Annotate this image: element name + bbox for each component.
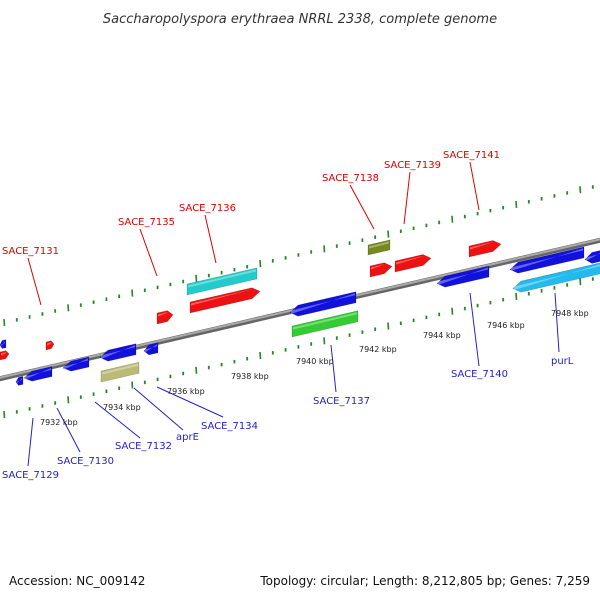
gene-feature[interactable] — [367, 239, 391, 256]
inner-track-tick — [323, 337, 326, 345]
label-leader-line — [204, 214, 217, 264]
label-leader-line — [27, 257, 42, 306]
gene-feature[interactable] — [45, 340, 55, 351]
gene-label-sace-7136: SACE_7136 — [179, 203, 236, 214]
label-leader-line — [349, 184, 375, 230]
outer-track-tick — [195, 274, 198, 282]
label-leader-line — [56, 407, 81, 453]
gene-feature[interactable] — [99, 343, 137, 362]
scale-label: 7938 kbp — [231, 372, 269, 381]
inner-track-tick — [131, 381, 134, 389]
gene-label-sace-7131: SACE_7131 — [2, 246, 59, 257]
scale-label: 7932 kbp — [40, 418, 78, 427]
gene-label-sace-7132: SACE_7132 — [115, 441, 172, 452]
gene-feature[interactable] — [62, 356, 90, 372]
outer-track-tick — [387, 230, 390, 238]
inner-track-tick — [451, 307, 454, 315]
label-leader-line — [27, 417, 34, 467]
forward-gene-labels: SACE_7131 SACE_7135 SACE_7136 SACE_7138 … — [2, 150, 500, 257]
outer-track-tick — [451, 215, 454, 223]
gene-feature[interactable] — [23, 366, 53, 382]
gene-features — [0, 239, 600, 386]
accession-text: Accession: NC_009142 — [9, 574, 145, 588]
label-leader-line — [469, 161, 480, 211]
label-leader-line — [554, 292, 560, 353]
gene-feature[interactable] — [369, 262, 393, 278]
gene-feature[interactable] — [0, 339, 7, 349]
gene-label-sace-7140: SACE_7140 — [451, 369, 508, 380]
gene-feature[interactable] — [189, 287, 261, 314]
label-leader-line — [133, 387, 184, 431]
label-leader-line — [403, 171, 411, 225]
gene-feature[interactable] — [143, 342, 159, 356]
outer-track-tick — [323, 245, 326, 253]
label-leaders — [27, 161, 560, 467]
gene-feature[interactable] — [156, 310, 174, 325]
gene-label-sace-7141: SACE_7141 — [443, 150, 500, 161]
outer-track-tick — [259, 259, 262, 268]
genome-summary-text: Topology: circular; Length: 8,212,805 bp… — [259, 574, 590, 588]
tick-tracks — [3, 185, 594, 419]
scale-label: 7942 kbp — [359, 345, 397, 354]
scale-label: 7944 kbp — [423, 331, 461, 340]
gene-feature[interactable] — [584, 249, 600, 264]
gene-label-sace-7130: SACE_7130 — [57, 456, 114, 467]
scale-label: 7936 kbp — [167, 387, 205, 396]
gene-feature[interactable] — [436, 265, 490, 288]
inner-track-tick — [195, 366, 198, 374]
outer-track-tick — [67, 304, 70, 312]
gene-feature[interactable] — [0, 350, 10, 361]
gene-feature[interactable] — [509, 246, 585, 274]
inner-track-tick — [3, 411, 6, 419]
inner-track-tick — [259, 351, 262, 360]
scale-label: 7940 kbp — [296, 357, 334, 366]
inner-track-tick — [67, 396, 70, 404]
gene-feature[interactable] — [100, 361, 140, 383]
outer-track-tick — [131, 289, 134, 297]
inner-track-tick — [579, 278, 582, 286]
outer-track-tick — [3, 319, 6, 327]
scale-label: 7934 kbp — [103, 403, 141, 412]
outer-track-tick — [579, 186, 582, 194]
gene-label-sace-7137: SACE_7137 — [313, 396, 370, 407]
scale-labels: 7932 kbp 7934 kbp 7936 kbp 7938 kbp 7940… — [40, 309, 589, 427]
gene-label-sace-7129: SACE_7129 — [2, 470, 59, 481]
outer-track-tick — [515, 200, 518, 209]
gene-label-sace-7139: SACE_7139 — [384, 160, 441, 171]
scale-label: 7946 kbp — [487, 321, 525, 330]
gene-feature[interactable] — [394, 254, 432, 273]
gene-label-sace-7138: SACE_7138 — [322, 173, 379, 184]
gene-label-sace-7134: SACE_7134 — [201, 421, 258, 432]
inner-track-tick — [387, 322, 390, 330]
label-leader-line — [156, 386, 224, 418]
scale-label: 7948 kbp — [551, 309, 589, 318]
map-title: Saccharopolyspora erythraea NRRL 2338, c… — [103, 12, 497, 27]
inner-track-tick — [515, 292, 518, 301]
gene-label-purl: purL — [551, 356, 574, 367]
gene-feature[interactable] — [512, 262, 600, 293]
label-leader-line — [94, 401, 141, 439]
gene-feature[interactable] — [15, 376, 24, 386]
label-leader-line — [469, 292, 480, 367]
gene-feature[interactable] — [289, 291, 357, 317]
gene-feature[interactable] — [468, 240, 502, 258]
label-leader-line — [139, 228, 158, 277]
gene-label-sace-7135: SACE_7135 — [118, 217, 175, 228]
gene-label-apre: aprE — [176, 432, 199, 443]
gene-feature[interactable] — [291, 310, 359, 338]
label-leader-line — [330, 344, 337, 393]
gene-feature[interactable] — [186, 267, 258, 296]
reverse-gene-labels: SACE_7137 SACE_7140 purL SACE_7134 aprE … — [2, 356, 574, 481]
